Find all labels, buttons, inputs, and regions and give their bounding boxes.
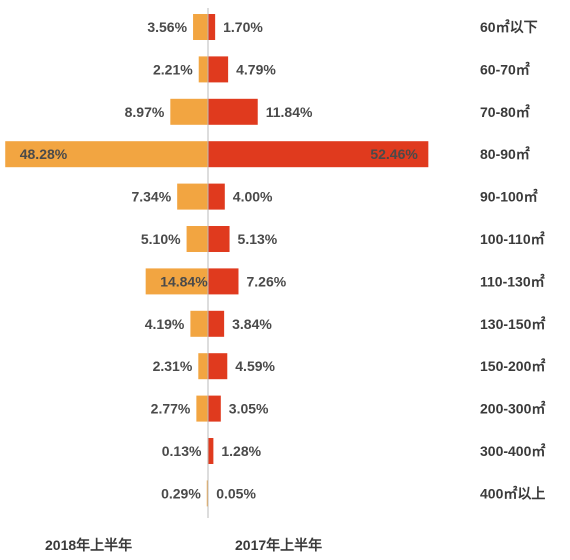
value-label-2017: 3.84%: [232, 316, 272, 332]
bar-2017: [208, 268, 238, 294]
bar-2018: [187, 226, 208, 252]
category-label: 60-70㎡: [480, 61, 530, 77]
value-label-2017: 52.46%: [370, 146, 418, 162]
category-label: 70-80㎡: [480, 104, 530, 120]
bar-2017: [208, 99, 258, 125]
value-label-2018: 5.10%: [141, 231, 181, 247]
value-label-2017: 0.05%: [216, 485, 256, 501]
value-label-2018: 4.19%: [145, 316, 185, 332]
bar-2017: [208, 184, 225, 210]
value-label-2018: 2.21%: [153, 61, 193, 77]
bar-2017: [208, 438, 213, 464]
value-label-2017: 4.00%: [233, 189, 273, 205]
bar-2018: [170, 99, 208, 125]
category-label: 100-110㎡: [480, 231, 545, 247]
category-label: 90-100㎡: [480, 189, 538, 205]
category-label: 80-90㎡: [480, 146, 530, 162]
value-label-2018: 0.29%: [161, 485, 201, 501]
value-label-2018: 0.13%: [162, 443, 202, 459]
value-label-2018: 3.56%: [147, 19, 187, 35]
category-label: 400㎡以上: [480, 485, 545, 501]
value-label-2017: 4.59%: [235, 358, 275, 374]
bar-2017: [208, 311, 224, 337]
bar-2017: [208, 56, 228, 82]
category-label: 130-150㎡: [480, 316, 545, 332]
value-label-2017: 1.70%: [223, 19, 263, 35]
bar-2018: [177, 184, 208, 210]
category-label: 200-300㎡: [480, 401, 545, 417]
category-label: 110-130㎡: [480, 273, 545, 289]
category-label: 300-400㎡: [480, 443, 545, 459]
value-label-2017: 11.84%: [266, 104, 313, 120]
value-label-2018: 2.31%: [153, 358, 193, 374]
value-label-2018: 48.28%: [20, 146, 68, 162]
value-label-2018: 14.84%: [160, 273, 208, 289]
bar-2018: [198, 353, 208, 379]
value-label-2018: 7.34%: [131, 189, 171, 205]
value-label-2017: 4.79%: [236, 61, 276, 77]
category-label: 60㎡以下: [480, 19, 538, 35]
legend-2017: 2017年上半年: [235, 537, 322, 553]
bar-2017: [208, 226, 230, 252]
value-label-2017: 7.26%: [246, 273, 286, 289]
value-label-2017: 1.28%: [221, 443, 261, 459]
bar-2017: [208, 396, 221, 422]
category-label: 150-200㎡: [480, 358, 545, 374]
legend-2018: 2018年上半年: [45, 537, 132, 553]
value-label-2018: 2.77%: [151, 401, 191, 417]
bar-2017: [208, 353, 227, 379]
bar-2018: [190, 311, 208, 337]
bar-2018: [196, 396, 208, 422]
value-label-2017: 3.05%: [229, 401, 269, 417]
bar-2017: [208, 14, 215, 40]
bar-2018: [199, 56, 208, 82]
value-label-2017: 5.13%: [238, 231, 278, 247]
bar-2018: [193, 14, 208, 40]
value-label-2018: 8.97%: [125, 104, 165, 120]
